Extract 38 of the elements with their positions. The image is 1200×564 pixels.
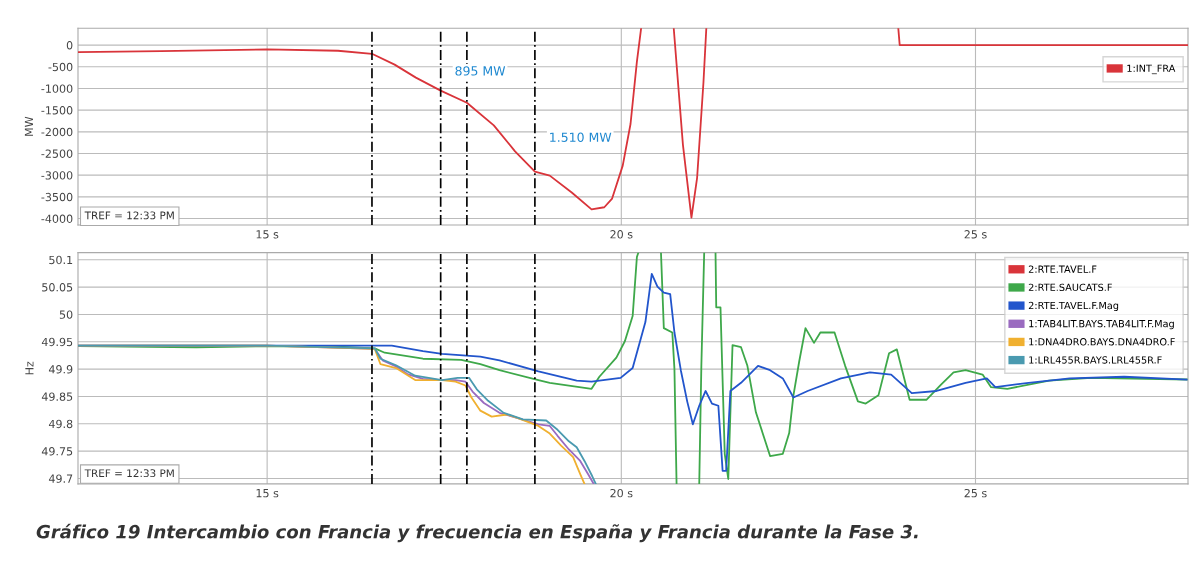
annotation: 1.510 MW bbox=[550, 132, 612, 142]
y-tick-label: 50.1 bbox=[49, 255, 73, 265]
x-tick-label: 20 s bbox=[610, 488, 633, 498]
legend-label: 1:TAB4LIT.BAYS.TAB4LIT.F.Mag bbox=[1029, 319, 1174, 330]
y-tick-label: 49.95 bbox=[41, 337, 73, 347]
legend-label: 2:RTE.TAVEL.F bbox=[1028, 265, 1097, 273]
x-tick-label: 20 s bbox=[610, 230, 633, 239]
y-tick-label: 49.7 bbox=[48, 474, 73, 483]
text: Gráfico 19 Intercambio con Francia y frecuencia en España y Francia durante la Fase 3. bbox=[36, 523, 918, 543]
y-axis-title: MW bbox=[24, 116, 33, 136]
x-tick-label: 25 s bbox=[964, 230, 987, 239]
x-tick-label: 15 s bbox=[256, 489, 279, 498]
y-tick-label: -1000 bbox=[41, 84, 73, 93]
y-tick-label: 50 bbox=[59, 310, 73, 319]
legend-label: 2:RTE.TAVEL.F.Mag bbox=[1028, 301, 1119, 312]
legend-label: 1:DNA4DRO.BAYS.DNA4DRO.F bbox=[1029, 338, 1175, 346]
y-tick-label: -2000 bbox=[41, 127, 73, 137]
legend-label: 1:INT_FRA bbox=[1127, 64, 1176, 75]
y-tick-label: -3000 bbox=[41, 171, 73, 180]
x-tick-label: 25 s bbox=[964, 488, 987, 498]
x-tick-label: 15 s bbox=[256, 230, 279, 239]
annotation: TREF = 12:33 PM bbox=[84, 469, 174, 478]
y-tick-label: 50.05 bbox=[42, 283, 73, 292]
legend-label: 1:LRL455R.BAYS.LRL455R.F bbox=[1029, 356, 1162, 364]
y-tick-label: -3500 bbox=[41, 192, 73, 202]
y-tick-label: 0 bbox=[66, 41, 73, 50]
y-tick-label: -2500 bbox=[41, 149, 73, 158]
y-tick-label: -500 bbox=[48, 62, 73, 72]
annotation: 895 MW bbox=[455, 66, 506, 76]
y-tick-label: 49.8 bbox=[48, 419, 73, 429]
y-tick-label: -4000 bbox=[41, 214, 73, 223]
y-axis-title: Hz bbox=[25, 361, 34, 375]
y-tick-label: -1500 bbox=[41, 106, 73, 115]
y-tick-label: 49.75 bbox=[41, 447, 73, 456]
annotation: TREF = 12:33 PM bbox=[84, 211, 174, 220]
legend-label: 2:RTE.SAUCATS.F bbox=[1028, 283, 1112, 291]
y-tick-label: 49.85 bbox=[41, 392, 73, 401]
y-tick-label: 49.9 bbox=[48, 365, 73, 374]
